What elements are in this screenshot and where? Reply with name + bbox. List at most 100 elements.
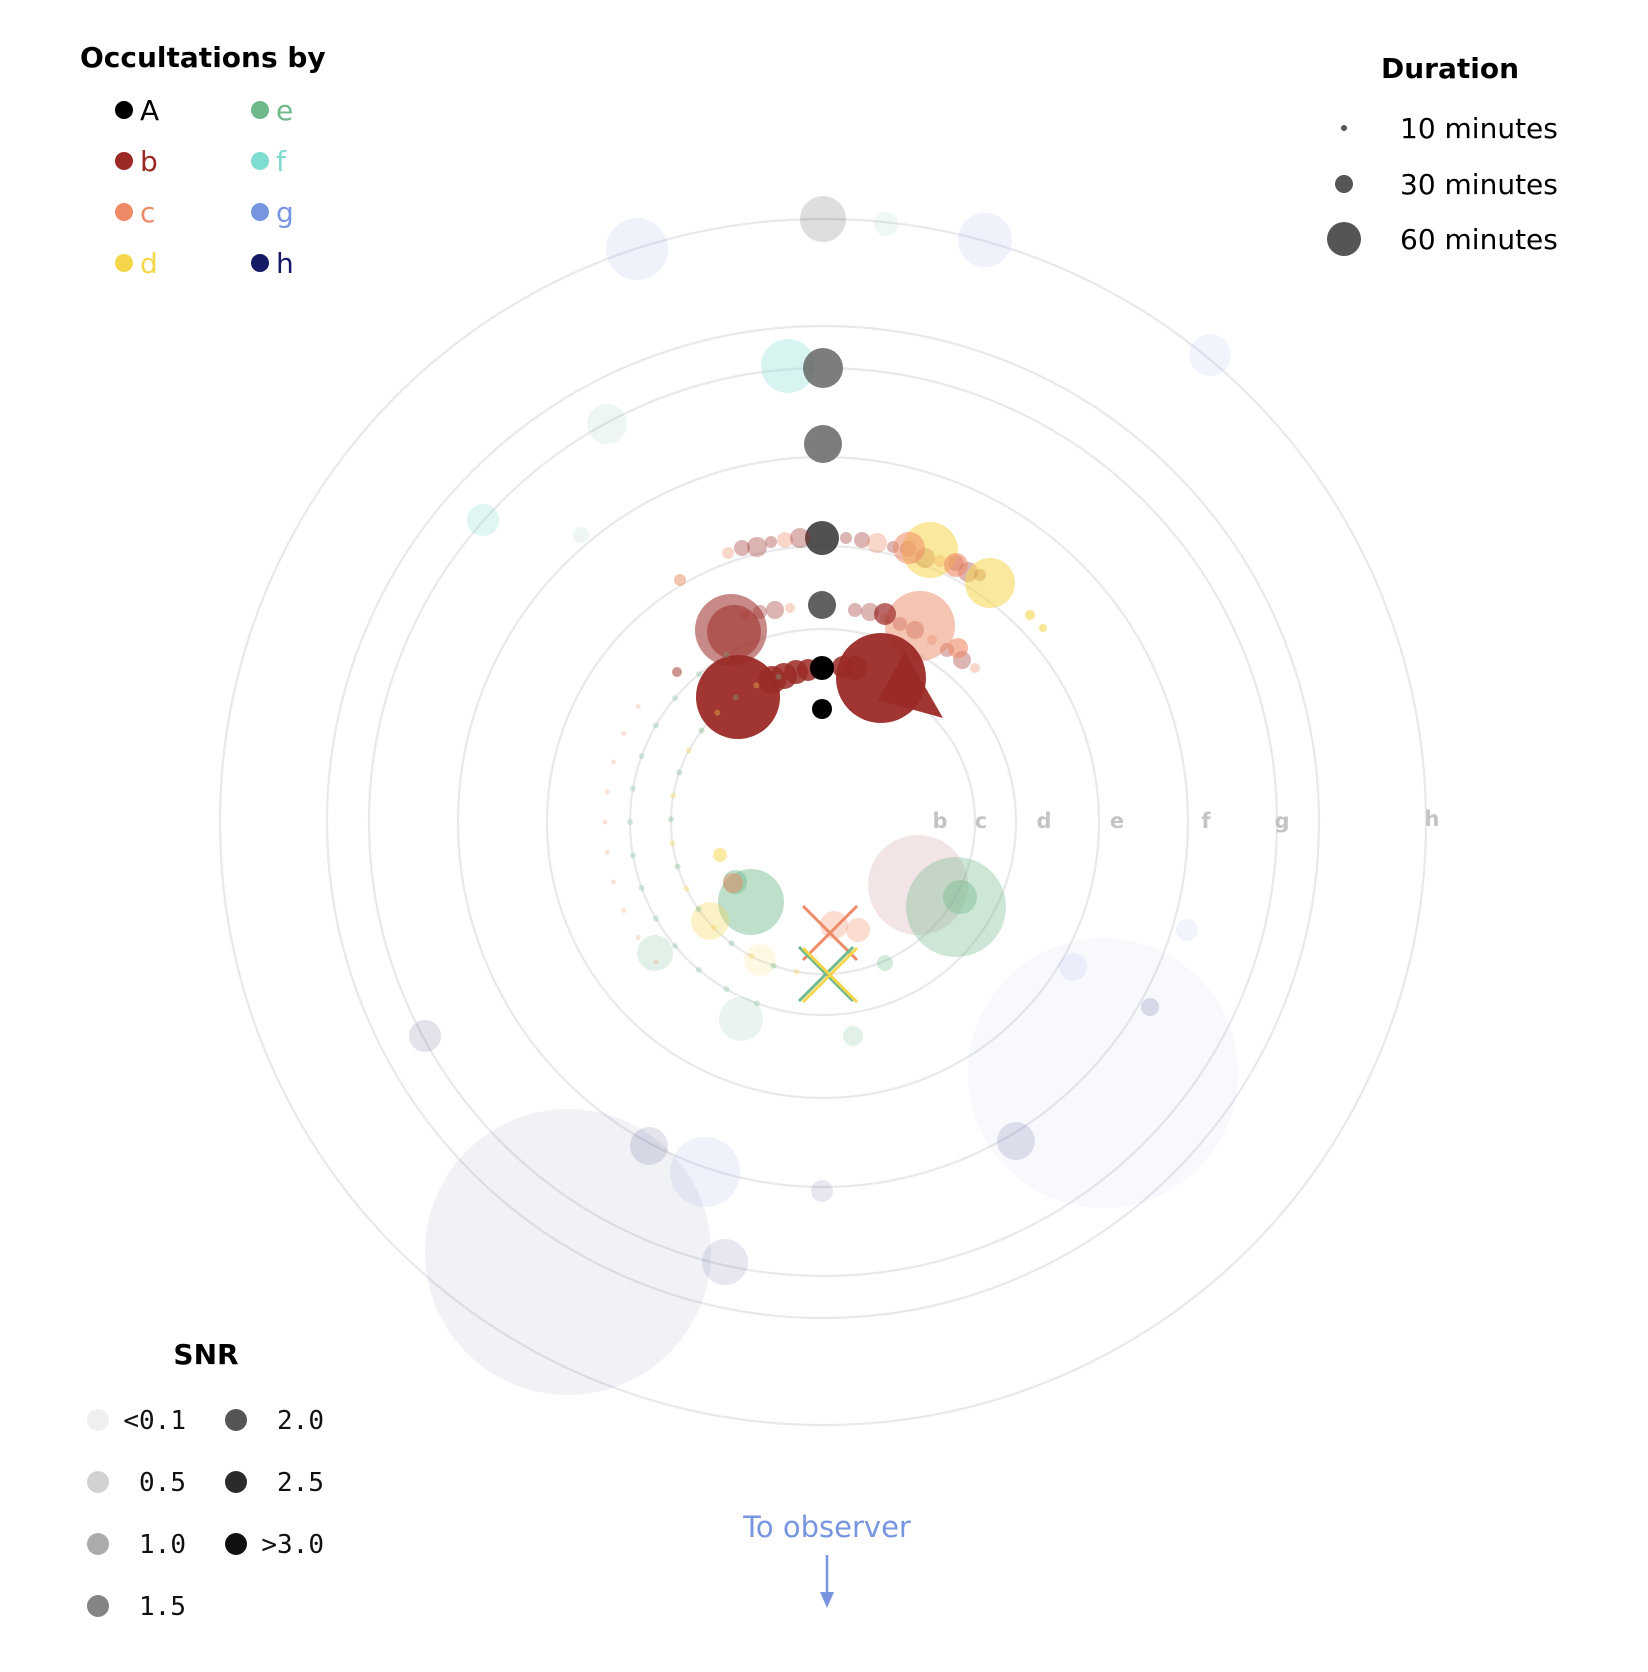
event-c [653,959,659,965]
ring-label-d: d [1036,809,1051,833]
event-d [965,558,1015,608]
occultation-legend-label-A: A [140,94,159,127]
event-e [672,694,679,701]
event-h [997,1122,1035,1160]
event-b [854,532,870,548]
event-h [702,1239,748,1285]
ring-label-e: e [1110,809,1124,833]
duration-legend-marker [1341,125,1347,131]
snr-legend-label: >3.0 [261,1530,324,1560]
occultation-legend-marker-c [115,203,133,221]
event-e [674,863,681,870]
event-e [627,819,633,825]
event-d [714,709,721,716]
event-A [805,521,839,555]
event-g [1189,334,1231,376]
event-c [602,819,608,825]
event-e [587,404,627,444]
event-e [843,1026,863,1046]
event-d [793,968,800,975]
event-A [803,348,843,388]
occultation-legend-marker-b [115,152,133,170]
snr-legend-title: SNR [173,1338,238,1371]
event-g [1059,953,1087,981]
occultation-events [409,196,1238,1395]
event-e [698,727,705,734]
event-c [610,759,616,765]
occultation-legend-label-f: f [276,145,287,178]
event-d [713,848,727,862]
orbit-ring-labels: b c d e f g h [932,807,1439,833]
event-c [635,703,641,709]
duration-legend-label: 60 minutes [1400,223,1558,256]
event-c [610,879,616,885]
event-d [710,924,717,931]
event-c [722,547,734,559]
event-e [638,885,645,892]
event-e [695,671,702,678]
event-c [723,873,743,893]
event-c [970,663,980,673]
event-c [944,553,968,577]
occultation-legend-label-e: e [276,94,293,127]
event-g [1176,919,1198,941]
event-c [846,918,870,942]
event-b [843,656,867,680]
snr-legend-label: <0.1 [123,1406,186,1436]
event-c [674,574,686,586]
snr-legend-marker [87,1595,109,1617]
occultation-legend-label-h: h [276,247,294,280]
orbit-ring-h [218,217,1428,1427]
snr-legend-label: 2.5 [277,1468,324,1498]
event-c [635,935,641,941]
event-h [811,1180,833,1202]
snr-legend-marker [225,1409,247,1431]
duration-legend-title: Duration [1381,52,1519,85]
snr-legend-marker [225,1533,247,1555]
event-d [669,840,676,847]
event-e [672,943,679,950]
event-h [630,1127,668,1165]
occultation-legend-label-g: g [276,196,294,229]
orbit-rings [218,217,1428,1427]
event-e [753,1000,760,1007]
event-b [840,532,852,544]
conjunction-cross-d [801,946,859,1004]
conjunction-cross-e [797,945,855,1003]
occultation-legend-marker-d [115,254,133,272]
event-b [766,601,784,619]
event-d [753,682,760,689]
event-e [943,880,977,914]
ring-label-h: h [1425,807,1440,831]
event-c [777,532,793,548]
event-c [893,532,925,564]
event-b [874,603,896,625]
observer-direction: To observer [742,1510,911,1608]
event-b [878,652,943,718]
snr-legend-marker [87,1409,109,1431]
event-c [785,603,795,613]
occultation-legend-marker-e [251,101,269,119]
event-e [629,852,636,859]
snr-legend-label: 0.5 [139,1468,186,1498]
snr-legend-label: 1.5 [139,1592,186,1622]
event-e [877,955,893,971]
ring-label-c: c [975,809,987,833]
event-d [748,953,755,960]
event-d [685,747,692,754]
event-e [728,940,735,947]
event-e [723,986,730,993]
event-d [683,885,690,892]
snr-legend-label: 2.0 [277,1406,324,1436]
ring-label-g: g [1274,809,1289,833]
event-A [808,591,836,619]
snr-legend-marker [87,1533,109,1555]
event-A [804,425,842,463]
conjunction-markers [797,904,859,1004]
snr-legend-label: 1.0 [139,1530,186,1560]
event-b [868,835,968,935]
event-e [652,722,659,729]
ring-label-b: b [932,809,947,833]
event-h [425,1109,711,1395]
